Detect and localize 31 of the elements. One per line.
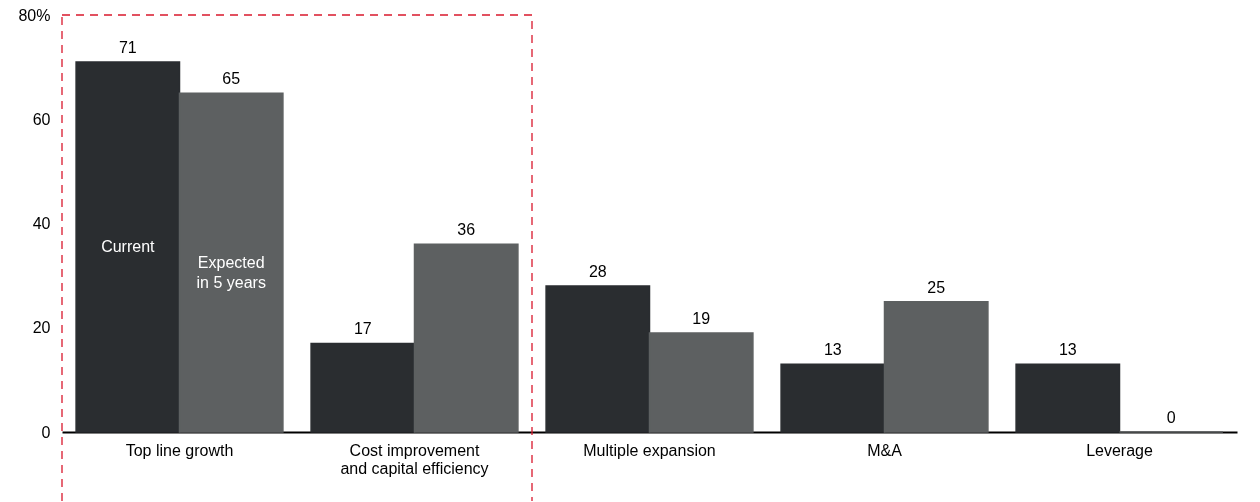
data-label: 0: [1166, 409, 1176, 426]
series-label: Current: [101, 237, 156, 255]
data-label: 19: [692, 309, 711, 327]
series-label: Expected in 5 years: [196, 253, 266, 291]
data-label: 36: [457, 221, 476, 239]
bar: [780, 363, 886, 433]
data-label: 71: [118, 38, 137, 56]
bar: [310, 342, 416, 433]
x-tick-label: Cost improvement and capital efficiency: [340, 441, 489, 477]
bar: [178, 92, 284, 433]
bar: [75, 61, 181, 433]
bar: [545, 285, 651, 433]
x-tick-label: Leverage: [1086, 441, 1153, 459]
x-tick-label: Multiple expansion: [583, 441, 716, 459]
y-tick-label: 40: [32, 215, 51, 232]
bar: [648, 332, 754, 433]
y-tick-label: 60: [32, 110, 51, 128]
bar: [1015, 363, 1121, 433]
data-label: 28: [588, 263, 607, 281]
data-label: 13: [823, 341, 842, 359]
x-tick-label: Top line growth: [125, 441, 234, 459]
data-label: 25: [927, 278, 946, 296]
y-tick-label: 80%: [18, 6, 51, 24]
data-label: 65: [222, 70, 241, 88]
bar: [883, 300, 989, 433]
y-tick-label: 0: [41, 423, 51, 441]
data-label: 17: [353, 320, 372, 338]
bar: [413, 243, 519, 433]
y-tick-label: 20: [32, 319, 51, 337]
data-label: 13: [1058, 341, 1077, 359]
x-tick-label: M&A: [867, 441, 903, 459]
